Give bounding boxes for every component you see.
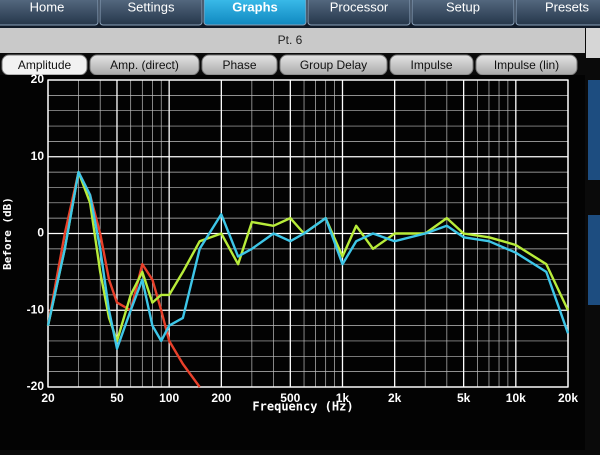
tab[interactable]	[411, 0, 515, 26]
sub-tab-label[interactable]: Phase	[222, 58, 256, 72]
sub-tabs: Amplitude Amp. (direct) Phase Group Delay Im…	[1, 54, 578, 76]
tab-label[interactable]: Graphs	[232, 0, 278, 14]
plot: -20 -10 0 10 20 20 50 100 200 500 1k 2k 5k 10k 20k Freq…	[1, 72, 578, 413]
y-tick-label: 10	[31, 149, 45, 163]
side-panel	[588, 215, 600, 305]
tab[interactable]	[307, 0, 411, 26]
x-tick-label: 500	[280, 391, 300, 405]
panel-title: Pt. 6	[278, 33, 303, 47]
series-line	[46, 170, 570, 350]
tab[interactable]	[0, 0, 99, 26]
sub-tab-label[interactable]: Amplitude	[18, 58, 72, 72]
plot-frame	[47, 79, 569, 388]
x-tick-label: 1k	[336, 391, 350, 405]
sub-tab-label[interactable]: Impulse (lin)	[494, 58, 559, 72]
y-tick-label: -20	[27, 379, 45, 393]
tab-label[interactable]: Home	[30, 0, 65, 14]
y-tick-label: -10	[27, 302, 45, 316]
side-tab[interactable]	[586, 28, 600, 58]
tab-label[interactable]: Setup	[446, 0, 480, 14]
x-tick-label: 20k	[558, 391, 578, 405]
y-axis-title: Before (dB)	[1, 197, 14, 270]
tab-label[interactable]: Settings	[128, 0, 175, 14]
x-tick-label: 100	[159, 391, 179, 405]
sub-tab-label[interactable]: Amp. (direct)	[110, 58, 179, 72]
x-tick-label: 200	[211, 391, 231, 405]
y-tick-label: 20	[31, 72, 45, 86]
x-tick-label: 5k	[457, 391, 471, 405]
tab-label[interactable]: Presets	[545, 0, 590, 14]
sub-tab-label[interactable]: Impulse	[410, 58, 452, 72]
panel-header	[0, 28, 585, 53]
x-tick-label: 50	[110, 391, 124, 405]
x-tick-label: 20	[41, 391, 55, 405]
y-tick-label: 0	[37, 226, 44, 240]
tab[interactable]	[515, 0, 600, 26]
x-tick-label: 2k	[388, 391, 402, 405]
side-panel	[588, 80, 600, 180]
x-axis-title: Frequency (Hz)	[252, 400, 353, 414]
sub-tab-label[interactable]: Group Delay	[300, 58, 367, 72]
top-tabs: Home Settings Graphs Processor Setup Presets	[0, 0, 600, 26]
x-tick-label: 10k	[506, 391, 526, 405]
tab-label[interactable]: Processor	[330, 0, 389, 14]
tab[interactable]	[203, 0, 307, 26]
tab[interactable]	[99, 0, 203, 26]
